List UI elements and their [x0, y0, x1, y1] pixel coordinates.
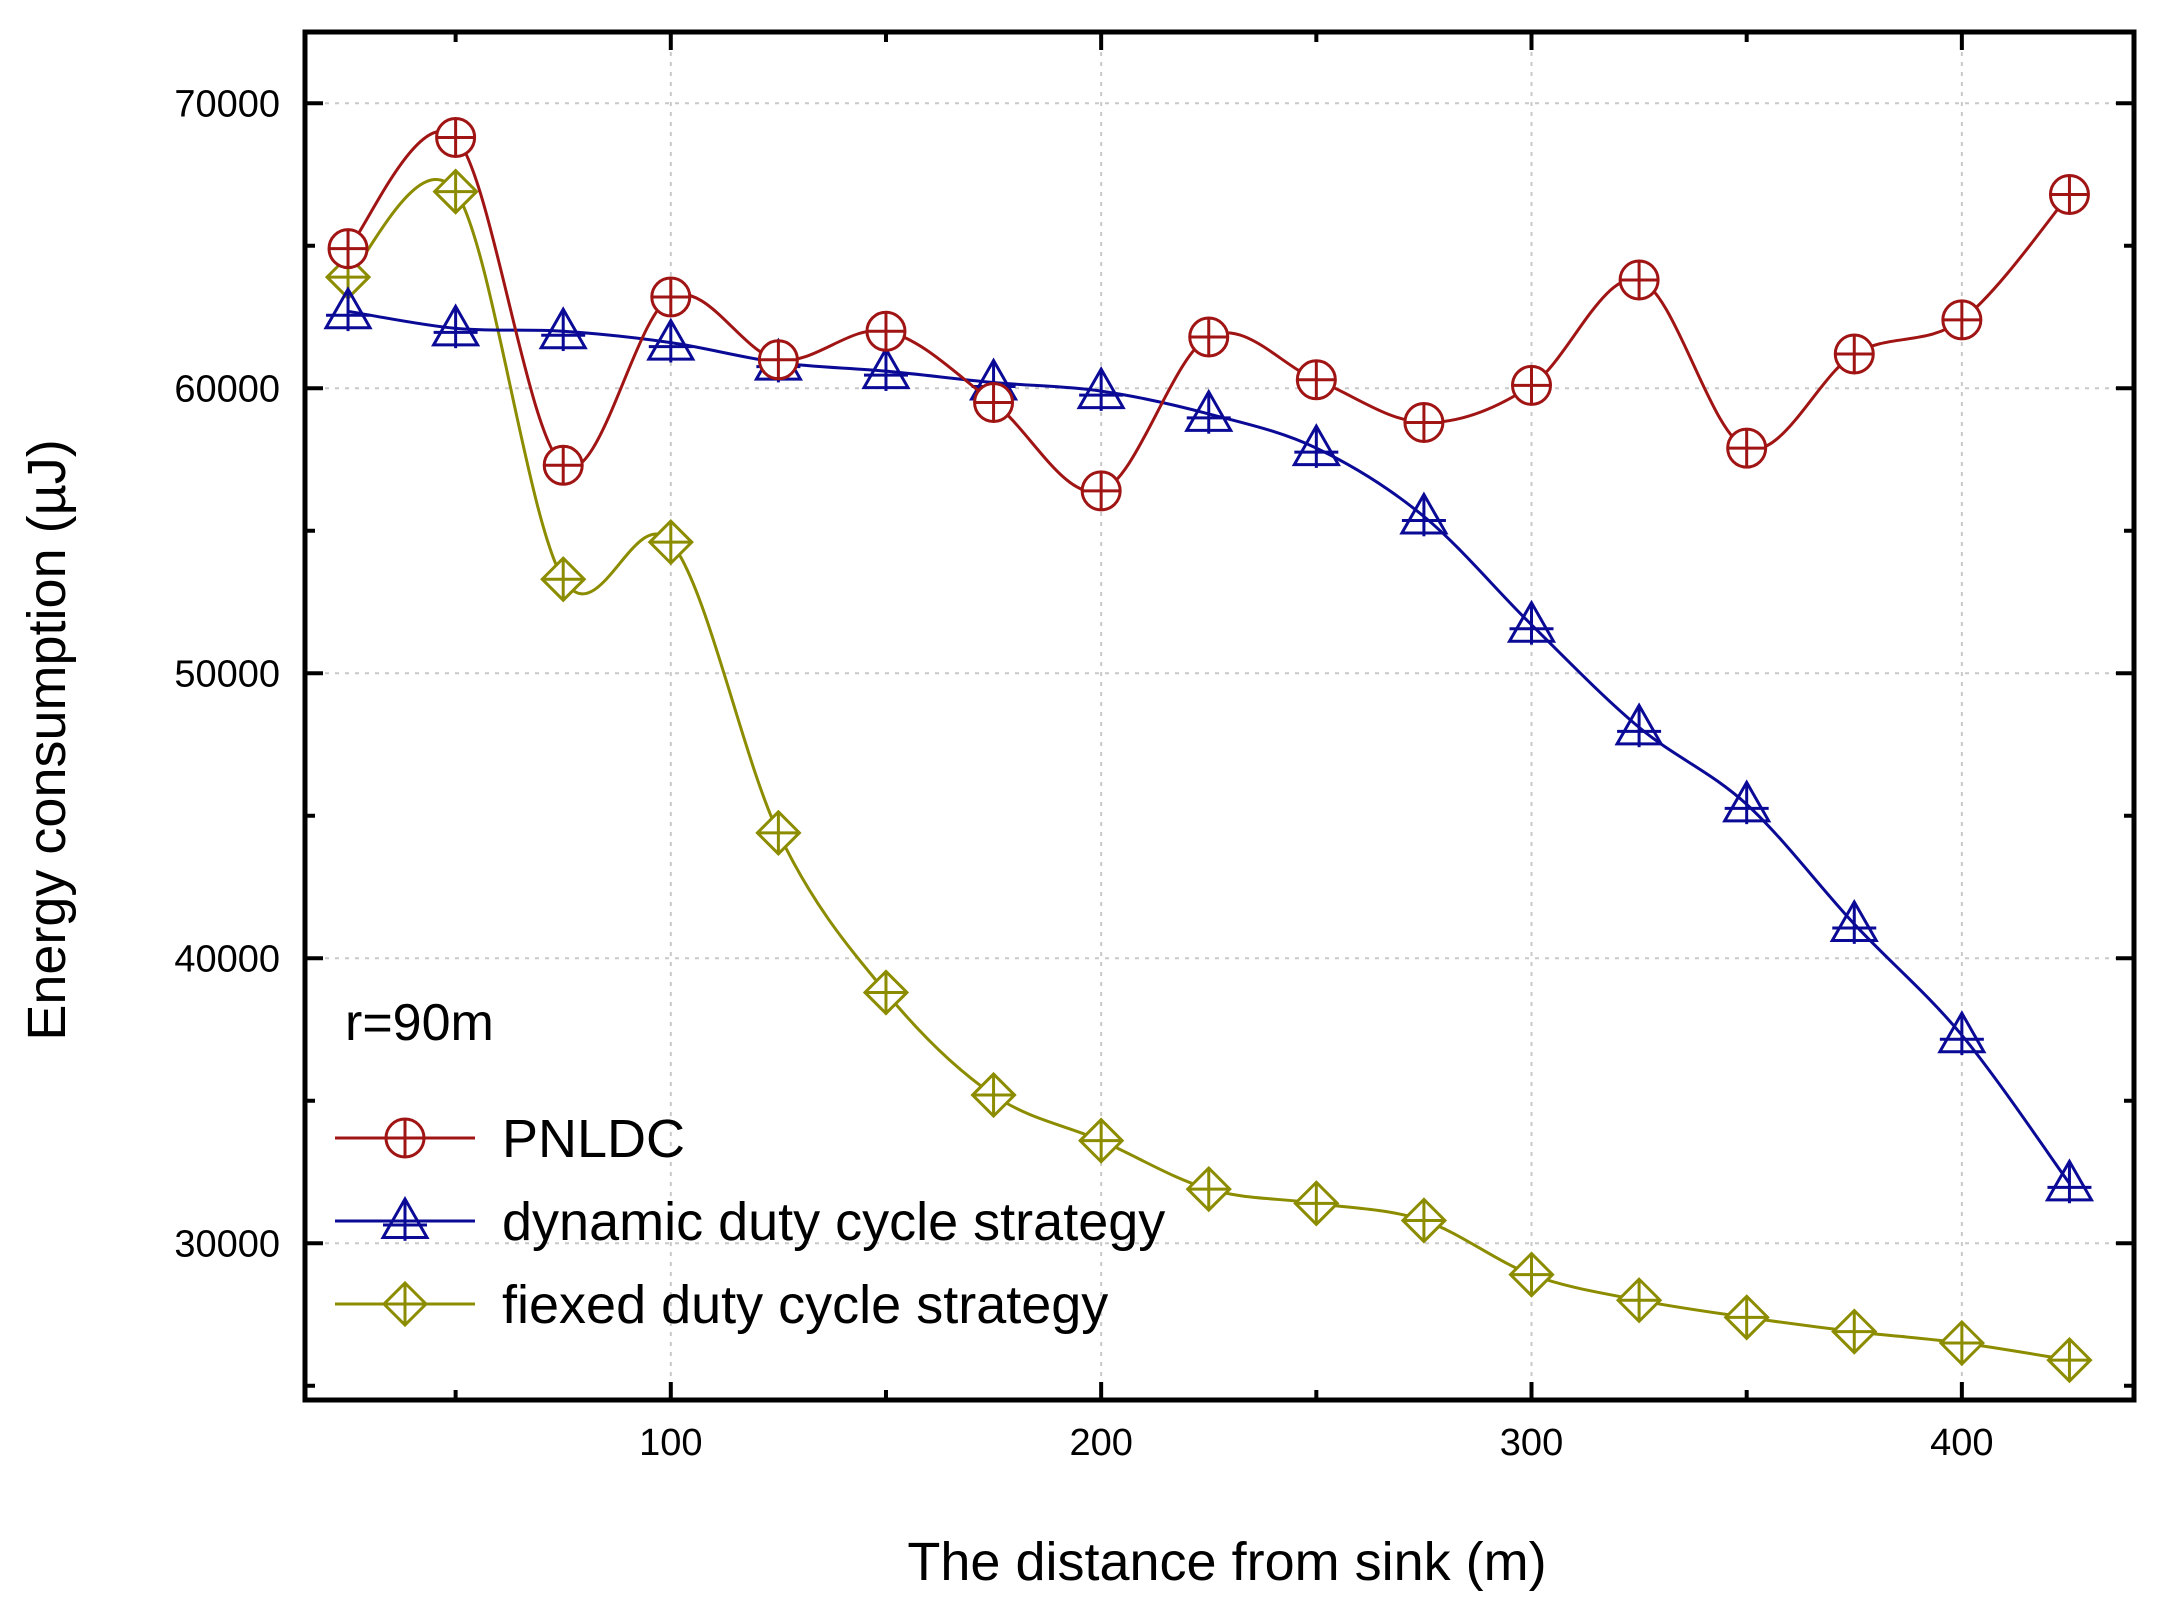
legend-label: PNLDC — [502, 1109, 685, 1169]
legend-item: fiexed duty cycle strategy — [335, 1275, 1108, 1335]
x-tick-label: 400 — [1930, 1422, 1993, 1464]
data-point — [1618, 259, 1660, 301]
data-point — [323, 286, 373, 332]
x-tick-label: 300 — [1500, 1422, 1563, 1464]
axes — [302, 29, 2137, 1403]
series-line — [347, 309, 2071, 1185]
data-point — [1829, 899, 1879, 944]
data-point — [1941, 299, 1983, 341]
y-tick-label: 30000 — [174, 1223, 280, 1265]
data-point — [1506, 599, 1557, 645]
y-axis-title: Energy consumption (µJ) — [17, 439, 77, 1040]
data-point — [1831, 1308, 1878, 1355]
data-point — [1185, 1165, 1232, 1213]
x-axis-title: The distance from sink (m) — [907, 1532, 1546, 1592]
data-point — [1078, 1117, 1125, 1164]
series-layer — [323, 116, 2095, 1384]
grid-lines — [305, 32, 2134, 1400]
data-point — [432, 168, 479, 215]
y-tick-label: 60000 — [174, 368, 280, 410]
plot-frame — [302, 29, 2137, 1403]
data-point — [381, 1280, 429, 1328]
data-point — [1722, 779, 1772, 825]
x-tick-label: 200 — [1069, 1422, 1132, 1464]
data-point — [435, 116, 477, 158]
legend-item: dynamic duty cycle strategy — [335, 1192, 1165, 1252]
series-1 — [323, 286, 2095, 1204]
data-point — [380, 1195, 430, 1241]
data-point — [1076, 366, 1126, 411]
radius-annotation: r=90m — [345, 994, 494, 1052]
legend: PNLDC dynamic duty cycle strategy fiexed d… — [335, 1109, 1165, 1335]
data-point — [862, 969, 910, 1016]
data-point — [540, 556, 587, 603]
data-point — [1615, 1277, 1663, 1324]
data-point — [431, 303, 481, 349]
data-point — [1403, 401, 1445, 443]
ticks: 100 200 300 400 30000 40000 50000 60000 70000 — [174, 32, 2134, 1464]
y-tick-label: 50000 — [174, 653, 280, 695]
data-point — [1399, 491, 1449, 537]
data-point — [1295, 359, 1337, 401]
x-tick-label: 100 — [639, 1422, 702, 1464]
legend-label: fiexed duty cycle strategy — [502, 1275, 1108, 1335]
data-point — [2044, 1158, 2095, 1204]
data-point — [970, 1071, 1017, 1119]
data-point — [542, 444, 584, 486]
y-tick-label: 70000 — [174, 83, 280, 125]
data-point — [973, 382, 1015, 423]
data-point — [1726, 427, 1768, 469]
series-2 — [324, 168, 2093, 1384]
data-point — [647, 519, 694, 566]
data-point — [1291, 423, 1341, 468]
legend-label: dynamic duty cycle strategy — [502, 1192, 1165, 1252]
data-point — [384, 1117, 426, 1159]
data-point — [538, 306, 588, 352]
data-point — [1511, 364, 1553, 406]
data-point — [650, 276, 692, 318]
data-point — [327, 228, 369, 270]
data-point — [1184, 388, 1234, 434]
data-point — [1938, 1319, 1985, 1367]
data-point — [755, 809, 802, 856]
y-tick-label: 40000 — [174, 938, 280, 980]
data-point — [1188, 316, 1230, 358]
legend-item: PNLDC — [335, 1109, 685, 1169]
data-point — [757, 339, 799, 381]
data-point — [1833, 333, 1875, 375]
data-point — [1508, 1251, 1555, 1298]
data-point — [1614, 702, 1664, 748]
data-point — [2046, 1336, 2093, 1384]
series-0 — [327, 116, 2090, 512]
data-point — [861, 346, 911, 391]
data-point — [646, 317, 696, 363]
data-point — [2048, 173, 2090, 215]
data-point — [1080, 470, 1122, 512]
data-point — [1723, 1294, 1770, 1341]
data-point — [865, 310, 907, 352]
series-line — [346, 129, 2071, 494]
data-point — [1400, 1197, 1448, 1244]
data-point — [1937, 1010, 1987, 1055]
data-point — [1293, 1180, 1340, 1227]
